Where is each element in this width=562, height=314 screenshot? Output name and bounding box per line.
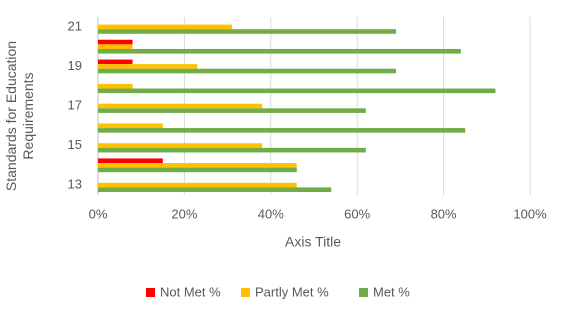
y-tick-label: 17 — [68, 97, 82, 112]
bar — [98, 187, 332, 193]
y-tick-label: 15 — [68, 137, 82, 152]
bar — [98, 108, 366, 113]
bar — [98, 182, 297, 188]
x-tick-label: 60% — [344, 206, 370, 221]
bar — [98, 39, 133, 45]
bar — [98, 59, 133, 65]
y-tick-label: 19 — [68, 58, 82, 73]
y-tick-label: 21 — [68, 18, 82, 33]
bar — [98, 48, 461, 54]
bar — [98, 163, 297, 168]
bar — [98, 64, 198, 69]
x-axis-title: Axis Title — [285, 234, 341, 250]
x-tick-label: 0% — [89, 206, 108, 221]
legend-swatch — [241, 288, 250, 297]
bar — [98, 83, 133, 89]
x-tick-label: 100% — [513, 206, 547, 221]
legend-swatch — [146, 288, 155, 297]
y-tick-label: 13 — [68, 177, 82, 192]
x-tick-label: 40% — [258, 206, 284, 221]
bar — [98, 103, 263, 109]
legend-label: Not Met % — [160, 284, 221, 299]
legend-swatch — [359, 288, 368, 297]
bar — [98, 68, 397, 74]
bar — [98, 143, 263, 148]
bar — [98, 29, 397, 34]
bar — [98, 128, 466, 133]
bar — [98, 147, 366, 153]
bar — [98, 88, 496, 94]
bar — [98, 24, 232, 30]
y-axis-title: Standards for Education Requirements — [3, 40, 36, 192]
x-tick-label: 80% — [431, 206, 457, 221]
bar — [98, 158, 163, 164]
legend-label: Partly Met % — [255, 284, 329, 299]
bar — [98, 167, 297, 173]
bar — [98, 44, 133, 49]
legend-label: Met % — [373, 284, 410, 299]
bar — [98, 123, 163, 129]
x-tick-label: 20% — [171, 206, 197, 221]
